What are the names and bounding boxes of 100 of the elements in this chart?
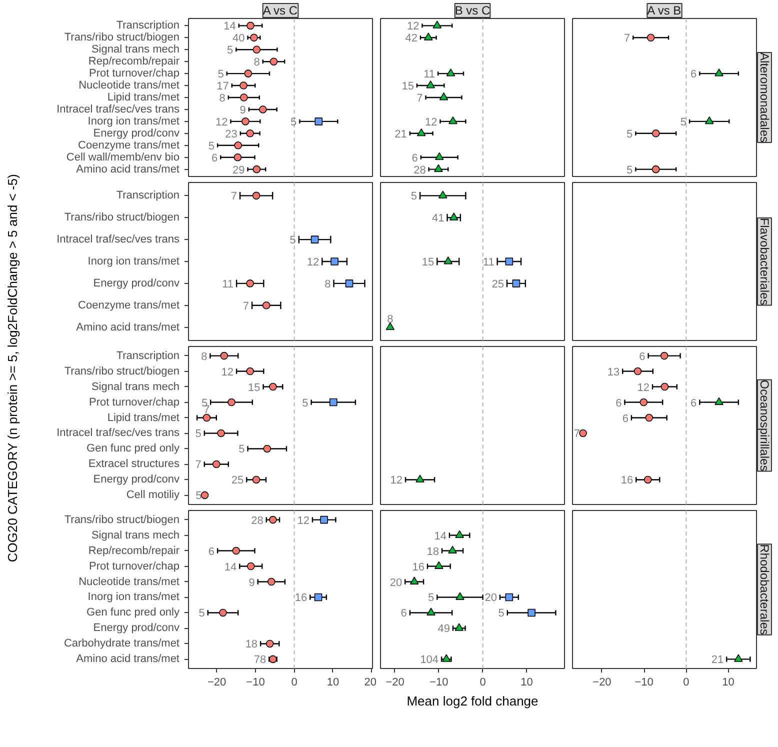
annotation: 5 [238,444,245,456]
annotation: 11 [222,278,234,290]
annotation: 5 [195,428,202,440]
y-tick-label: Rep/recomb/repair [88,56,180,68]
y-tick-label: Trans/ribo struct/biogen [64,365,180,378]
y-tick-label: Amino acid trans/met [76,163,180,176]
annotation: 11 [482,256,494,268]
annotation: 6 [690,68,697,81]
annotation: 15 [422,256,434,268]
annotation: 12 [390,474,403,487]
annotation: 8 [387,313,394,326]
annotation: 12 [297,514,310,527]
y-tick-label: Trans/ribo struct/biogen [64,32,180,44]
y-tick-label: Inorg ion trans/met [88,115,180,128]
x-tick-label: −10 [634,676,654,688]
y-tick-label: Energy prod/conv [93,474,180,486]
annotation: 14 [434,530,446,542]
y-tick-label: Coenzyme trans/met [78,139,180,152]
y-tick-label: Coenzyme trans/met [78,299,180,312]
x-tick-label: −10 [430,676,448,688]
annotation: 7 [230,190,238,203]
annotation: 6 [622,412,628,425]
x-tick-label: −20 [386,676,404,688]
annotation: 6 [400,608,407,620]
annotation: 25 [492,278,504,290]
y-tick-label: Trans/ribo struct/biogen [64,514,180,526]
annotation: 5 [626,164,633,176]
annotation: 15 [402,80,414,93]
annotation: 41 [432,212,444,225]
annotation: 42 [405,32,418,45]
y-tick-label: Amino acid trans/met [76,321,180,334]
annotation: 6 [212,152,218,164]
annotation: 12 [406,20,420,33]
y-tick-label: Amino acid trans/met [76,653,180,666]
y-axis-title: COG20 CATEGORY (n protein >= 5, log2FoldChange > 5 and < -5) [5,174,20,562]
annotation: 40 [232,32,245,45]
y-tick-label: Transcription [116,350,180,362]
annotation: 8 [324,278,331,290]
annotation: 5 [290,234,296,247]
annotation: 104 [420,654,439,666]
annotation: 25 [231,474,244,487]
y-tick-label: Energy prod/conv [93,127,180,140]
y-tick-label: Inorg ion trans/met [88,256,180,268]
y-tick-label: Intracel traf/sec/ves trans [56,234,180,246]
annotation: 6 [208,546,215,558]
y-tick-label: Intracel traf/sec/ves trans [56,427,180,440]
x-tick-label: 0 [480,676,486,688]
annotation: 16 [294,592,308,604]
annotation: 5 [680,116,687,128]
chart-title: B vs C [454,4,491,18]
y-tick-label: Signal trans mech [91,44,180,56]
y-tick-label: Rep/recomb/repair [88,544,180,557]
annotation: 18 [245,638,258,651]
annotation: 16 [620,474,634,487]
y2-axis-title: Flavobacteriales [758,218,772,306]
y-tick-label: Nucleotide trans/met [78,576,180,588]
y-tick-label: Gen func pred only [86,442,180,455]
y-tick-label: Gen func pred only [86,606,180,619]
annotation: 13 [607,366,620,378]
x-tick-label: 10 [326,676,340,688]
annotation: 28 [414,164,426,176]
annotation: 8 [254,56,260,69]
x-tick-label: −20 [207,676,226,688]
annotation: 78 [254,654,266,666]
y-tick-label: Signal trans mech [91,529,180,542]
y-tick-label: Transcription [116,190,180,202]
annotation: 5 [218,68,224,81]
annotation: 6 [412,152,418,164]
x-tick-label: −10 [246,676,265,688]
annotation: 6 [616,397,622,410]
annotation: 7 [574,428,580,440]
annotation: 5 [290,116,297,128]
x-tick-label: 20 [364,676,377,688]
annotation: 12 [637,382,650,394]
annotation: 12 [306,256,320,268]
y-tick-label: Intracel traf/sec/ves trans [56,103,180,116]
y-tick-label: Cell motiliy [126,489,180,502]
annotation: 5 [227,44,234,57]
annotation: 14 [224,561,237,574]
annotation: 16 [412,561,425,574]
y-tick-label: Trans/ribo struct/biogen [64,212,180,224]
x-tick-label: 0 [291,676,298,688]
x-tick-label: 0 [683,676,690,688]
x-tick-label: 10 [520,676,533,688]
y-tick-label: Signal trans mech [91,380,180,393]
annotation: 11 [424,68,436,81]
annotation: 12 [424,116,438,128]
annotation: 20 [390,576,402,589]
annotation: 5 [626,128,633,140]
annotation: 8 [219,92,226,104]
y2-axis-title: Alteromonadales [758,52,772,143]
annotation: 14 [224,20,236,33]
annotation: 15 [248,382,260,394]
annotation: 6 [639,350,646,363]
annotation: 18 [426,546,439,558]
annotation: 9 [248,576,255,589]
y-tick-label: Prot turnover/chap [89,396,180,408]
annotation: 29 [232,164,245,176]
annotation: 5 [208,140,215,152]
annotation: 7 [624,32,630,45]
